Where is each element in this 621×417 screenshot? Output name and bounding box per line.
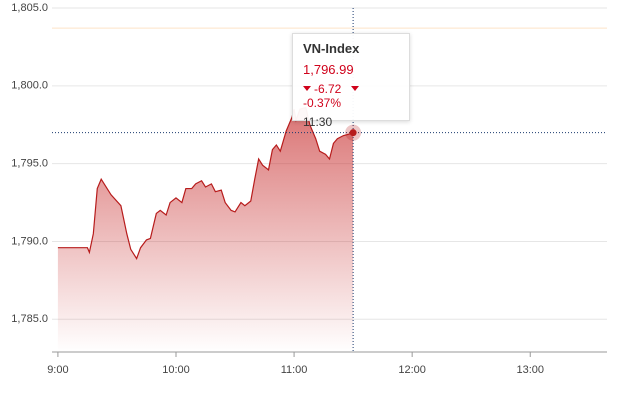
- tooltip-time: 11:30: [303, 115, 333, 129]
- area: [57, 107, 354, 353]
- x-tick-label: 10:00: [162, 364, 190, 376]
- y-tick-label: 1,785.0: [11, 313, 48, 325]
- change-pct: -0.37%: [303, 96, 342, 110]
- change: -6.72: [314, 82, 342, 96]
- y-tick-label: 1,790.0: [11, 235, 48, 247]
- x-tick-label: 12:00: [398, 364, 426, 376]
- y-tick-label: 1,800.0: [11, 80, 48, 92]
- x-tick-label: 13:00: [516, 364, 544, 376]
- tooltip: VN-Index 1,796.99 -6.72 -0.37% 11:30: [292, 33, 410, 129]
- tooltip-title: VN-Index: [303, 41, 360, 56]
- y-tick-label: 1,795.0: [11, 158, 48, 170]
- x-tick-label: 9:00: [47, 364, 68, 376]
- tooltip-change: -6.72 -0.37%: [303, 82, 399, 110]
- tooltip-value: 1,796.99: [303, 62, 354, 77]
- y-tick-label: 1,805.0: [11, 2, 48, 14]
- x-tick-label: 11:00: [281, 364, 308, 376]
- hover-point: [349, 129, 357, 137]
